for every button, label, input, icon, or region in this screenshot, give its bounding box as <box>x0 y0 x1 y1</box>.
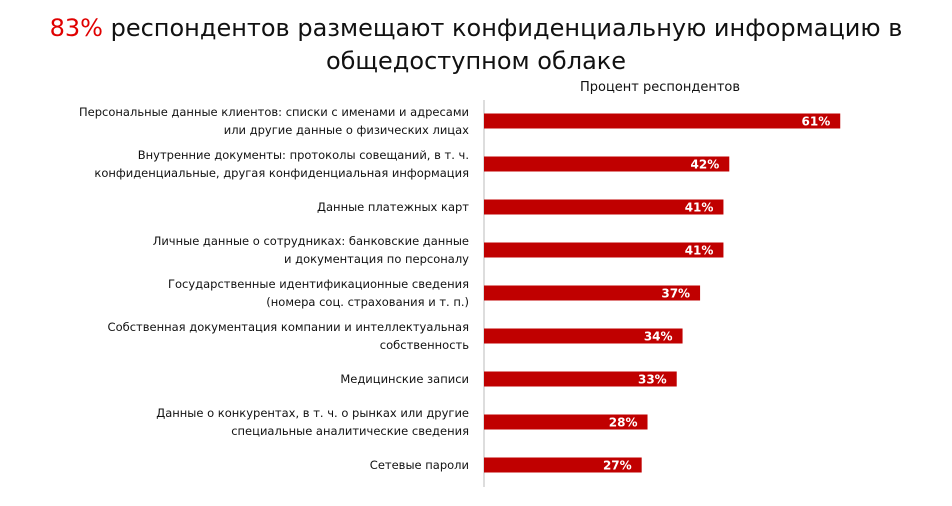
bar <box>484 414 648 430</box>
value-label: 42% <box>691 158 720 172</box>
bar <box>484 285 701 301</box>
category-label: Внутренние документы: протоколы совещани… <box>94 148 469 180</box>
category-label: Личные данные о сотрудниках: банковские … <box>152 234 469 266</box>
value-label: 27% <box>603 459 632 473</box>
bar <box>484 328 683 344</box>
chart-title: 83% респондентов размещают конфиденциаль… <box>49 14 903 75</box>
category-label: Собственная документация компании и инте… <box>107 320 469 352</box>
value-label: 33% <box>638 373 667 387</box>
value-label: 34% <box>644 330 673 344</box>
value-label: 41% <box>685 244 714 258</box>
bar <box>484 113 841 129</box>
value-label: 28% <box>609 416 638 430</box>
category-label: Медицинские записи <box>340 372 469 386</box>
value-label: 37% <box>661 287 690 301</box>
category-label: Данные о конкурентах, в т. ч. о рынках и… <box>156 406 469 438</box>
category-label: Государственные идентификационные сведен… <box>168 277 469 309</box>
value-label: 61% <box>802 115 831 129</box>
bar <box>484 156 730 172</box>
bar <box>484 371 677 387</box>
category-label: Персональные данные клиентов: списки с и… <box>79 105 469 137</box>
bar <box>484 457 642 473</box>
bar <box>484 242 724 258</box>
value-label: 41% <box>685 201 714 215</box>
axis-label: Процент респондентов <box>579 80 741 95</box>
category-label: Сетевые пароли <box>369 458 469 472</box>
category-label: Данные платежных карт <box>317 200 469 214</box>
bar <box>484 199 724 215</box>
